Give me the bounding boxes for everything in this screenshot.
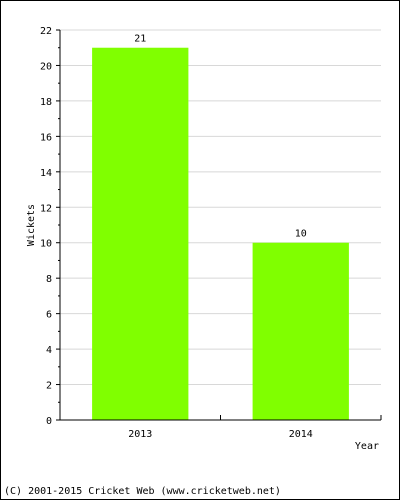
bar-2014 xyxy=(252,242,349,420)
y-tick-label: 0 xyxy=(46,416,52,427)
y-tick-label: 18 xyxy=(40,97,52,108)
y-tick-label: 10 xyxy=(40,239,52,250)
y-tick-label: 2 xyxy=(46,381,52,392)
data-label-2013: 21 xyxy=(134,34,146,45)
y-axis-label: Wickets xyxy=(26,204,37,246)
y-tick-label: 20 xyxy=(40,61,52,72)
bars xyxy=(92,47,349,421)
y-tick-label: 22 xyxy=(40,26,52,37)
x-tick-labels: 2013 2014 xyxy=(128,429,313,440)
x-tick-label-2013: 2013 xyxy=(128,429,152,440)
y-tick-label: 16 xyxy=(40,132,52,143)
copyright-notice: (C) 2001-2015 Cricket Web (www.cricketwe… xyxy=(4,486,281,497)
x-tick-label-2014: 2014 xyxy=(289,429,313,440)
bar-2013 xyxy=(92,47,189,421)
y-tick-label: 4 xyxy=(46,345,52,356)
data-label-2014: 10 xyxy=(295,229,307,240)
data-labels: 21 10 xyxy=(134,34,307,240)
y-tick-label: 14 xyxy=(40,168,52,179)
y-tick-label: 12 xyxy=(40,203,52,214)
y-tick-labels: 0 2 4 6 8 10 12 14 16 18 20 22 xyxy=(40,26,52,427)
y-tick-label: 6 xyxy=(46,310,52,321)
x-axis-label: Year xyxy=(355,441,379,452)
y-tick-label: 8 xyxy=(46,274,52,285)
axes xyxy=(56,29,382,421)
